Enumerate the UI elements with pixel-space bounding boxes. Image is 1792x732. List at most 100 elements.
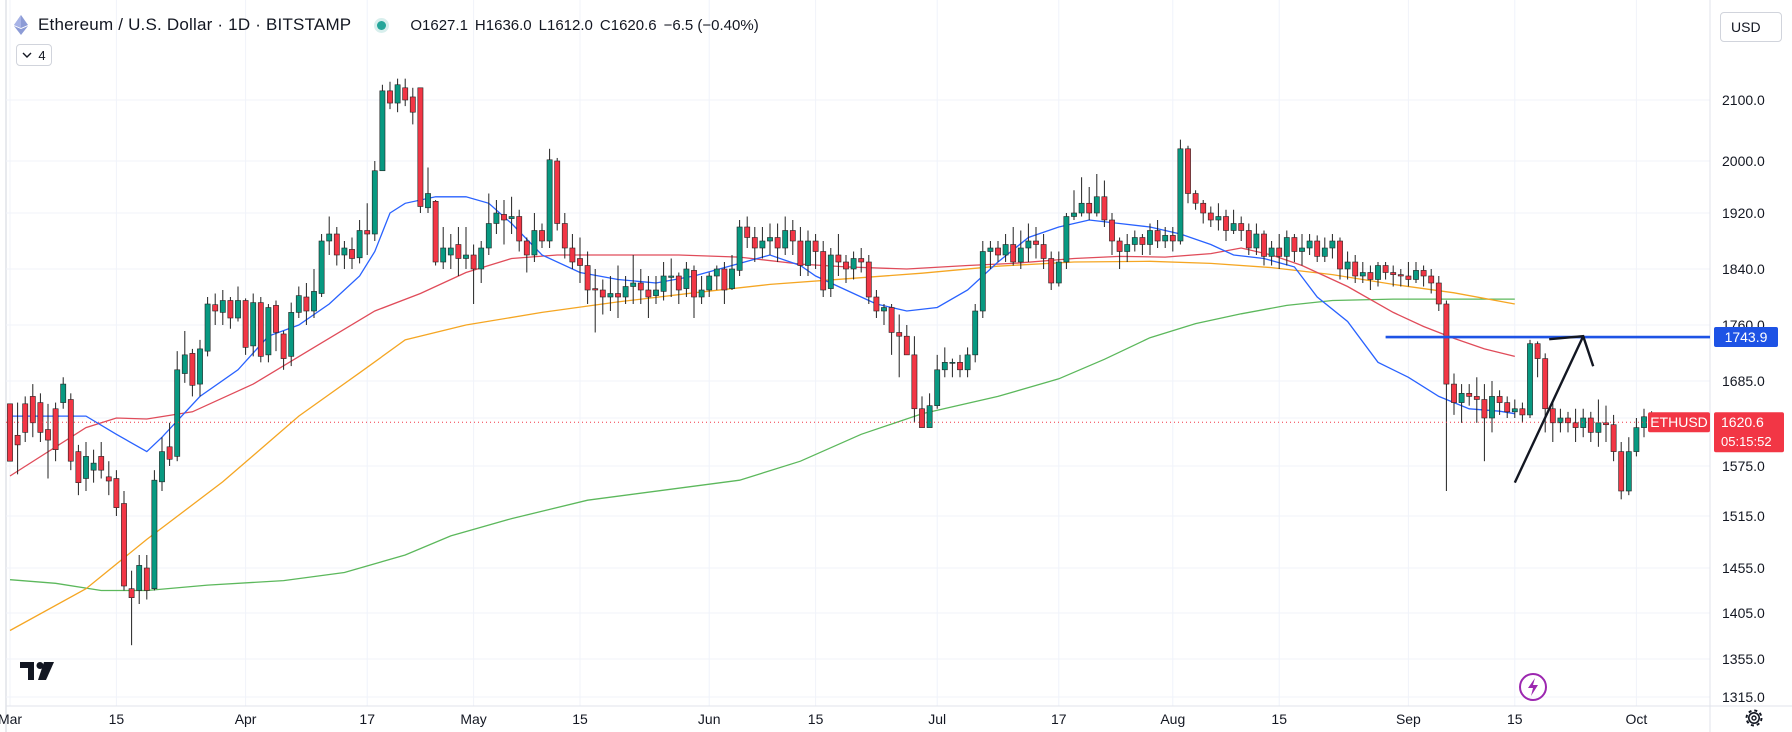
candle [569,234,576,269]
candle-body [1481,399,1488,419]
time-tick-label: 17 [1051,711,1067,727]
candle [744,216,751,248]
indicators-toggle[interactable]: 4 [16,44,52,66]
candle-body [812,240,819,252]
candle-body [995,247,1001,256]
candle [1587,411,1594,442]
candle [45,403,51,479]
candle-body [1124,244,1131,252]
candle [364,203,371,255]
candle [1169,227,1176,252]
candle-body [1466,393,1473,397]
candle [615,265,621,318]
candle-body [1397,274,1404,277]
candle [1504,396,1511,418]
candle [1534,341,1541,378]
candle-body [151,479,158,589]
trend-arrow-line[interactable] [1513,335,1585,484]
candle [387,81,393,110]
candle-body [1511,408,1518,413]
ethereum-icon [14,15,28,35]
candle [1527,339,1533,418]
gear-icon[interactable] [1744,708,1764,728]
candle-body [1177,148,1184,242]
candle-body [75,451,82,483]
candle-body [683,268,690,289]
candle [721,262,728,304]
level-price-tag[interactable] [1714,327,1778,348]
candle-body [250,302,257,347]
last-price-label: 1620.6 [1721,414,1764,430]
candle [1435,276,1442,311]
candle-body [280,333,287,359]
candle [440,227,447,269]
ma-green-line [9,298,1515,592]
tradingview-logo-icon[interactable] [20,662,60,684]
symbol-tag-label: ETHUSD [1650,414,1708,430]
candle [926,393,933,428]
candle [949,358,956,378]
candle-body [941,362,948,371]
time-tick-label: 15 [109,711,125,727]
candle-body [1017,247,1024,263]
candle [873,290,880,318]
candle [1147,223,1153,255]
candle [934,354,941,409]
candle [1230,209,1237,234]
candle [805,230,811,276]
candle-body [797,240,804,266]
candle-body [979,251,986,312]
candle [774,223,781,262]
candle-body [531,230,538,256]
candle [1010,227,1017,266]
candle [151,470,158,591]
candle-body [1230,223,1237,231]
time-tick-label: 15 [572,711,588,727]
candle [1625,437,1632,496]
candle [470,244,477,304]
candle-body [1002,244,1009,256]
candle [941,347,948,378]
candle [1382,262,1389,280]
candle-body [379,90,386,172]
candle [850,251,857,280]
price-axis[interactable]: 2100.02000.01920.01840.01760.01685.01625… [1648,92,1784,705]
price-tick-label: 2000.0 [1722,153,1765,169]
candle-body [1367,272,1374,280]
low-value: 1612.0 [547,16,593,34]
candle [1443,300,1450,491]
open-label: O [410,16,423,34]
candle-body [645,289,652,298]
lightning-icon[interactable] [1518,672,1548,702]
candle [630,255,637,304]
candle [1071,190,1077,220]
candle [1595,399,1602,447]
price-tick-label: 1575.0 [1722,458,1765,474]
symbol-title[interactable]: Ethereum / U.S. Dollar · 1D · BITSTAMP [38,15,352,34]
candle [812,234,819,269]
candle-body [1215,216,1222,221]
candle-body [159,451,165,483]
candle [1420,265,1427,287]
candle-body [1549,408,1556,424]
candle-body [820,251,827,291]
candle-body [227,300,234,319]
candle [668,258,675,297]
time-axis[interactable]: Mar 15 Apr 17 May 15 Jun 15 Jul 17 Aug 15 Sep 15 Oct [0,711,1647,727]
candle [1580,408,1587,438]
candle [341,241,348,269]
candle-body [1595,422,1602,433]
candle [1192,190,1199,210]
candle [1002,234,1009,262]
chart-header: Ethereum / U.S. Dollar · 1D · BITSTAMP O… [14,14,759,36]
close-label: C [599,16,611,34]
candle [508,196,515,234]
candle [1359,262,1366,283]
currency-selector[interactable]: USD [1720,12,1782,42]
candle-body [888,307,895,333]
candle-body [1109,219,1115,242]
candle [1291,234,1298,262]
candle [280,330,287,370]
